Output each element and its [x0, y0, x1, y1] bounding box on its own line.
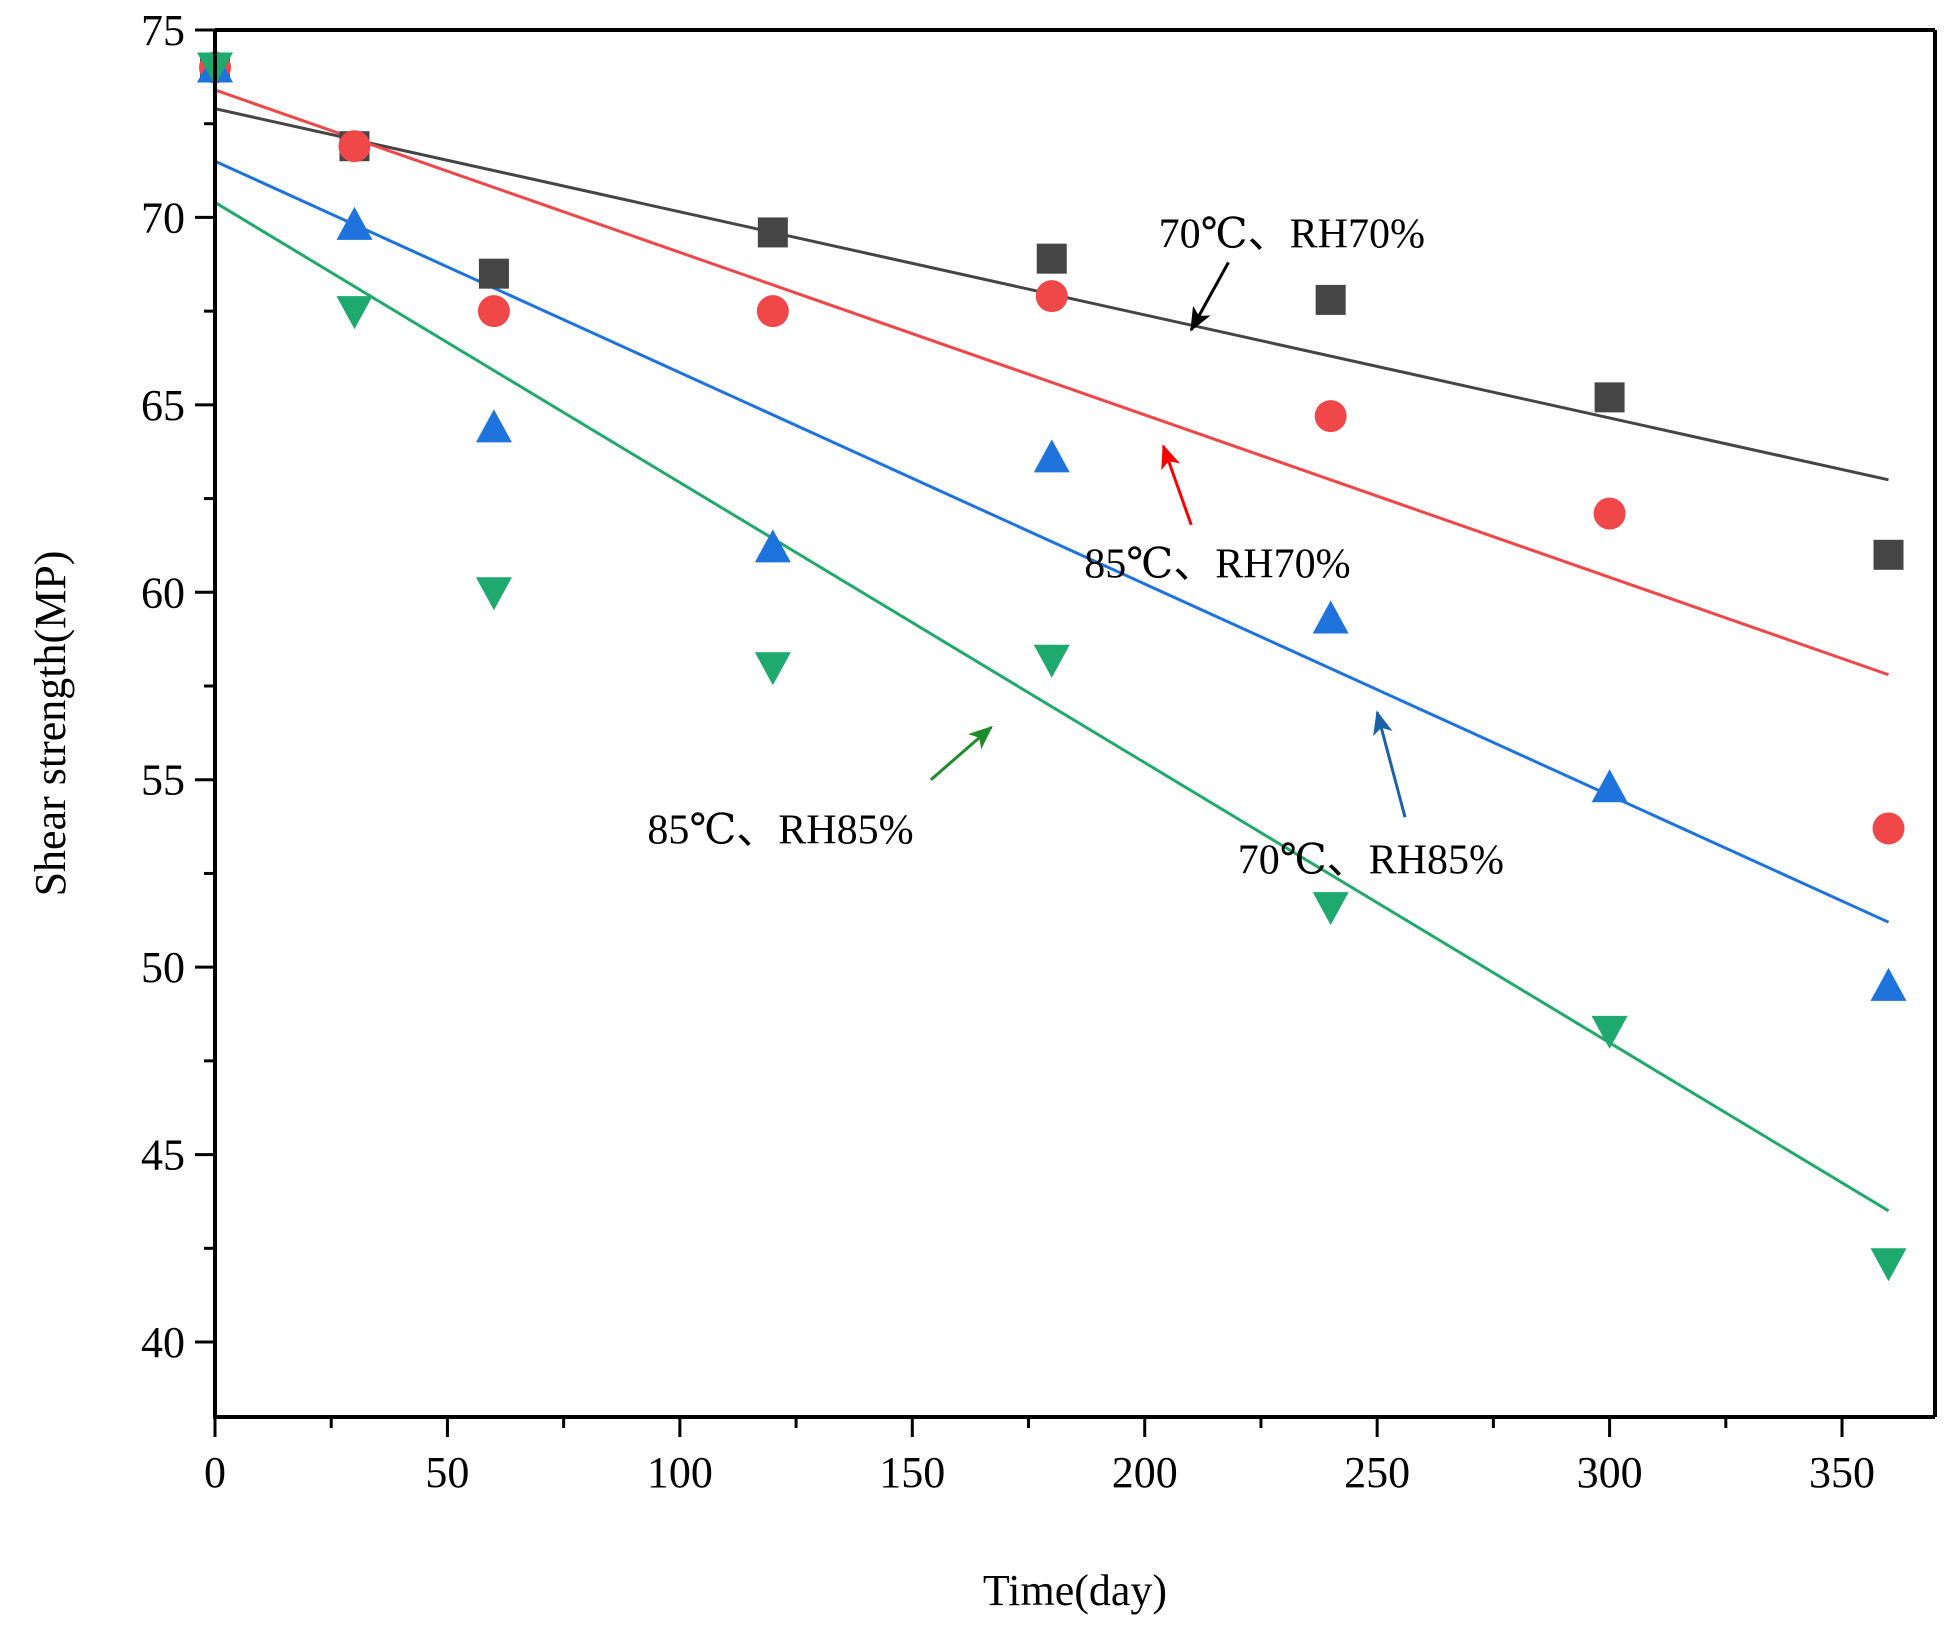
point-series-2 [1033, 439, 1070, 473]
point-series-2 [754, 529, 791, 563]
annotation-label-series-2: 70℃、RH85% [1238, 837, 1504, 883]
fit-line-series-2 [214, 159, 1890, 924]
annotation-arrow-series-3 [929, 725, 993, 781]
x-tick-label: 50 [425, 1448, 469, 1497]
point-series-3 [754, 652, 791, 686]
annotation-label-series-0: 70℃、RH70% [1159, 211, 1425, 257]
point-series-2 [336, 206, 373, 240]
point-series-3 [1312, 892, 1349, 926]
y-tick-label: 75 [141, 6, 185, 55]
point-series-1 [1593, 497, 1626, 530]
x-tick-label: 250 [1344, 1448, 1410, 1497]
annotation-arrow-series-0 [1189, 261, 1230, 332]
point-series-0 [1315, 284, 1346, 315]
y-tick-label: 45 [141, 1131, 185, 1180]
y-tick-label: 50 [141, 943, 185, 992]
point-series-3 [475, 577, 512, 611]
point-series-0 [1036, 243, 1067, 274]
annotation-arrow-series-1 [1161, 444, 1193, 526]
x-tick-label: 200 [1112, 1448, 1178, 1497]
x-tick-label: 150 [879, 1448, 945, 1497]
point-series-2 [1312, 600, 1349, 634]
point-series-0 [478, 258, 509, 289]
x-tick-label: 350 [1809, 1448, 1875, 1497]
axes: 0 50 100 150 200 250 300 350 40 45 50 55 60 65 70 75 [141, 6, 1937, 1497]
point-series-0 [1873, 539, 1904, 570]
point-series-0 [757, 217, 788, 248]
point-series-0 [1594, 382, 1625, 413]
x-axis-title: Time(day) [983, 1566, 1167, 1615]
fit-line-series-1 [214, 88, 1890, 677]
y-tick-label: 55 [141, 756, 185, 805]
point-series-2 [1591, 769, 1628, 803]
point-series-1 [477, 295, 510, 328]
point-series-2 [1870, 967, 1907, 1001]
fit-line-series-3 [214, 201, 1890, 1213]
point-series-1 [1872, 812, 1905, 845]
point-series-3 [336, 296, 373, 330]
point-series-3 [1033, 644, 1070, 678]
point-series-3 [1591, 1015, 1628, 1049]
point-series-1 [1314, 400, 1347, 433]
y-axis-title: Shear strength(MP) [26, 551, 75, 897]
y-tick-label: 60 [141, 568, 185, 617]
annotations: 70℃、RH70% 85℃、RH70% 70℃、RH85% 85℃、RH85% [647, 211, 1504, 883]
annotation-arrow-series-2 [1373, 710, 1407, 818]
point-series-1 [756, 295, 789, 328]
x-tick-label: 300 [1577, 1448, 1643, 1497]
x-tick-label: 100 [647, 1448, 713, 1497]
point-series-1 [1035, 280, 1068, 313]
point-series-3 [1870, 1248, 1907, 1282]
point-series-2 [475, 409, 512, 443]
x-tick-label: 0 [204, 1448, 226, 1497]
y-tick-label: 40 [141, 1318, 185, 1367]
annotation-label-series-1: 85℃、RH70% [1084, 541, 1350, 587]
point-series-1 [338, 130, 371, 163]
data-points [197, 49, 1907, 1282]
y-tick-label: 65 [141, 381, 185, 430]
annotation-label-series-3: 85℃、RH85% [647, 807, 913, 853]
y-tick-label: 70 [141, 193, 185, 242]
